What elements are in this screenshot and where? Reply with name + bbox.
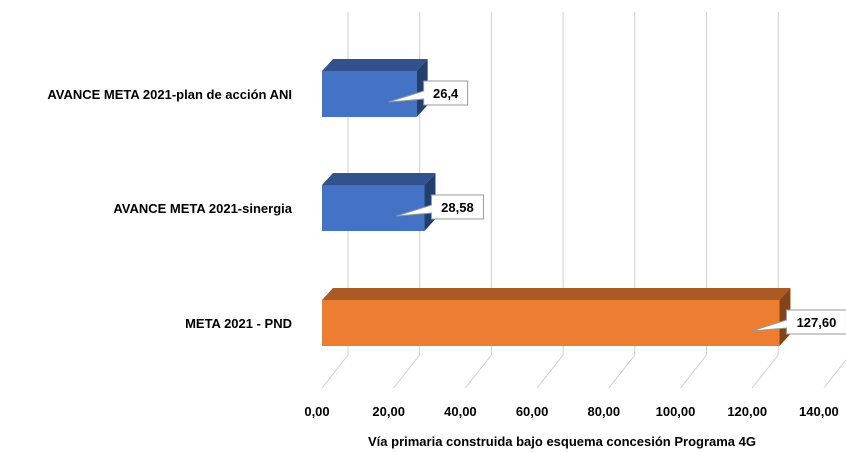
bar-front-face xyxy=(322,185,425,231)
x-tick-label: 0,00 xyxy=(304,404,329,419)
bar xyxy=(322,173,436,231)
bar-top-face xyxy=(322,288,791,300)
category-label: META 2021 - PND xyxy=(185,316,292,331)
callout-box xyxy=(785,309,846,335)
x-tick-label: 60,00 xyxy=(516,404,549,419)
x-tick-label: 120,00 xyxy=(727,404,767,419)
data-label-callout: 28,58 xyxy=(396,194,484,220)
x-tick-label: 100,00 xyxy=(656,404,696,419)
floor-gridline xyxy=(751,354,779,389)
bar-top-face xyxy=(322,59,428,71)
data-label: 26,4 xyxy=(433,86,459,101)
x-tick-label: 80,00 xyxy=(588,404,621,419)
bar xyxy=(322,59,428,117)
chart-floor xyxy=(321,354,846,389)
category-label: AVANCE META 2021-plan de acción ANI xyxy=(47,87,292,102)
x-tick-labels: 0,00 20,00 40,00 60,00 80,00 100,00 120,00 140,… xyxy=(304,404,838,419)
bar-front-face xyxy=(322,71,417,117)
x-tick-label: 140,00 xyxy=(799,404,839,419)
data-labels: 26,4 28,58 127,60 xyxy=(388,80,846,335)
bar xyxy=(322,288,791,346)
data-label-callout: 127,60 xyxy=(751,309,846,335)
x-tick-label: 40,00 xyxy=(444,404,477,419)
floor-gridline xyxy=(823,359,846,389)
floor-gridline xyxy=(321,354,349,389)
floor-gridline xyxy=(536,354,564,389)
category-label: AVANCE META 2021-sinergia xyxy=(113,201,292,216)
data-label: 127,60 xyxy=(797,315,837,330)
bar-top-face xyxy=(322,173,436,185)
x-tick-label: 20,00 xyxy=(372,404,405,419)
data-label: 28,58 xyxy=(441,200,474,215)
floor-gridline xyxy=(680,354,707,389)
category-labels: AVANCE META 2021-plan de acción ANI AVANC… xyxy=(47,87,292,331)
floor-gridline xyxy=(608,354,636,389)
floor-gridline xyxy=(465,354,492,389)
bar-front-face xyxy=(322,300,780,346)
x-axis-title: Vía primaria construida bajo esquema con… xyxy=(368,434,756,449)
data-label-callout: 26,4 xyxy=(388,80,469,106)
callout-box xyxy=(423,80,469,106)
floor-gridline xyxy=(393,354,421,389)
